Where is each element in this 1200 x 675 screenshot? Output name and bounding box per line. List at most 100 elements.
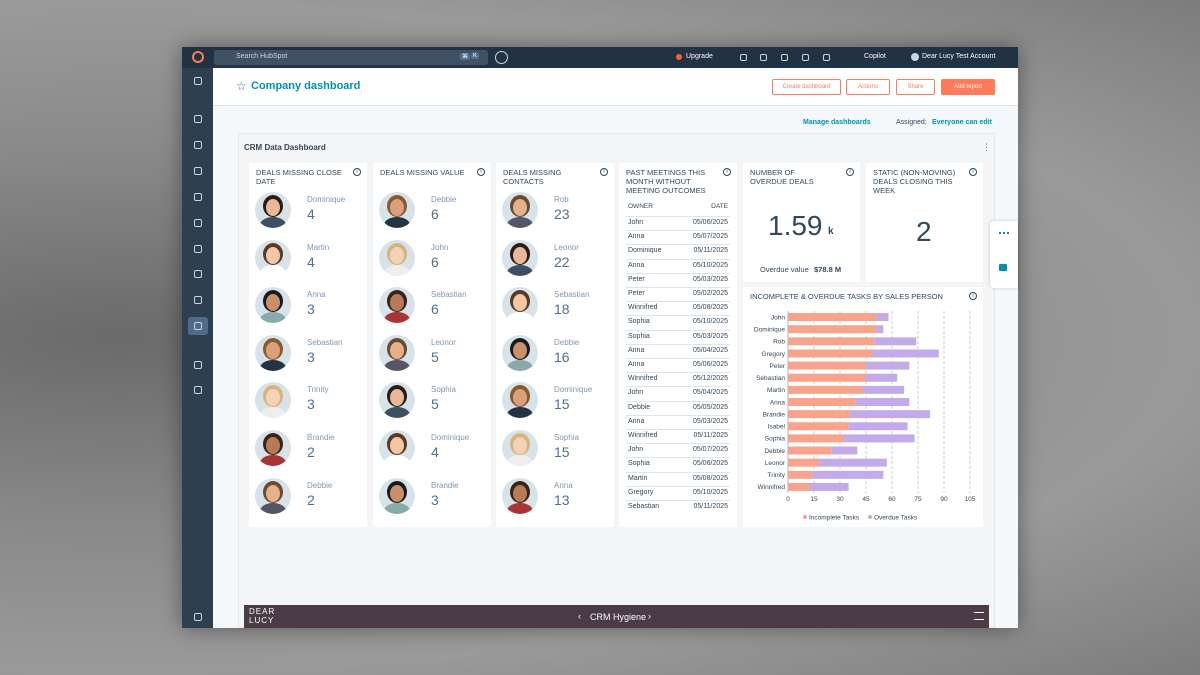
- header-button[interactable]: Actions: [846, 79, 890, 95]
- shortcut-key: ⌘: [460, 53, 470, 60]
- card-title: DEALS MISSING CONTACTS: [503, 168, 562, 186]
- sidebar-icon[interactable]: [194, 296, 202, 304]
- info-icon[interactable]: i: [969, 168, 977, 176]
- header-button[interactable]: Add report: [941, 79, 995, 95]
- panel-icon[interactable]: [999, 232, 1009, 236]
- owner-cell: Winnifred: [628, 432, 658, 439]
- bar-segment: [831, 446, 858, 455]
- card-title: STATIC (NON-MOVING) DEALS CLOSING THIS W…: [873, 168, 956, 195]
- person-name: Trinity: [307, 385, 329, 395]
- info-icon[interactable]: i: [969, 292, 977, 300]
- avatar-face: [513, 294, 527, 312]
- person-name: John: [431, 242, 449, 252]
- sidebar-icon[interactable]: [194, 322, 202, 330]
- header-button[interactable]: Create dashboard: [772, 79, 841, 95]
- sidebar-icon[interactable]: [194, 193, 202, 201]
- row-divider: [626, 301, 730, 303]
- avatar-body: [384, 502, 410, 514]
- avatar: [379, 287, 415, 324]
- upgrade[interactable]: Upgrade: [686, 53, 713, 60]
- owner-cell: Winnifred: [628, 304, 658, 312]
- y-tick-label: Gregory: [762, 351, 786, 358]
- header-button[interactable]: Share: [896, 79, 935, 95]
- avatar-body: [384, 312, 410, 324]
- info-icon[interactable]: i: [600, 168, 608, 176]
- bar-segment: [788, 434, 844, 443]
- person-count: 6: [431, 206, 439, 222]
- y-tick-label: Peter: [769, 363, 785, 370]
- account[interactable]: Dear Lucy Test Account: [922, 53, 996, 60]
- sidebar-icon[interactable]: [194, 77, 202, 85]
- sidebar-icon[interactable]: [194, 115, 202, 123]
- info-icon[interactable]: i: [846, 168, 854, 176]
- star-icon[interactable]: ☆: [236, 79, 247, 93]
- x-tick-label: 0: [786, 496, 790, 503]
- bar-segment: [866, 373, 898, 382]
- avatar-face: [390, 294, 404, 312]
- avatar-body: [384, 217, 410, 228]
- person-count: 2: [307, 444, 315, 460]
- manage-dashboards[interactable]: Manage dashboards: [803, 119, 871, 126]
- date-cell: 05/11/2025: [693, 432, 728, 439]
- next-page[interactable]: ›: [648, 611, 651, 621]
- y-tick-label: John: [771, 314, 785, 321]
- sidebar-icon[interactable]: [194, 141, 202, 149]
- person-name: Sophia: [554, 433, 579, 442]
- info-icon[interactable]: i: [477, 168, 485, 176]
- sidebar-icon[interactable]: [194, 219, 202, 227]
- column-header: DATE: [711, 203, 728, 210]
- legend-marker: [868, 515, 872, 519]
- person-count: 6: [431, 301, 439, 318]
- avatar: [379, 334, 415, 371]
- more-menu[interactable]: ⋮: [982, 142, 991, 152]
- owner-cell: Anna: [628, 417, 645, 425]
- add-button[interactable]: [495, 51, 508, 64]
- person-count: 3: [307, 348, 315, 365]
- bar-segment: [788, 482, 811, 491]
- topbar-icon[interactable]: [823, 54, 830, 61]
- row-divider: [626, 414, 730, 416]
- sidebar-icon[interactable]: [194, 386, 202, 394]
- copilot[interactable]: Copilot: [864, 53, 886, 60]
- sidebar-icon[interactable]: [194, 245, 202, 253]
- owner-cell: Sophia: [628, 332, 650, 340]
- avatar: [379, 430, 415, 466]
- avatar: [379, 239, 415, 276]
- y-tick-label: Winnifred: [758, 484, 786, 491]
- row-divider: [626, 329, 730, 331]
- avatar-face: [390, 199, 404, 216]
- avatar: [255, 287, 291, 324]
- bar-segment: [788, 410, 851, 419]
- sidebar-icon[interactable]: [194, 167, 202, 175]
- row-divider: [626, 315, 730, 317]
- avatar-face: [513, 484, 527, 502]
- avatar: [502, 382, 538, 419]
- person-count: 3: [431, 491, 439, 508]
- topbar-icon[interactable]: [781, 54, 788, 61]
- footer-page: CRM Hygiene: [590, 612, 647, 622]
- bar-segment: [819, 458, 887, 467]
- legend-label: Incomplete Tasks: [809, 514, 860, 521]
- footer-menu[interactable]: [974, 612, 984, 620]
- sidebar-icon[interactable]: [194, 361, 202, 369]
- prev-page[interactable]: ‹: [578, 611, 581, 621]
- panel-icon[interactable]: [999, 264, 1007, 271]
- info-icon[interactable]: i: [723, 168, 731, 176]
- dashboard-title[interactable]: Company dashboard: [251, 80, 361, 92]
- info-icon[interactable]: i: [353, 168, 361, 176]
- sidebar-icon[interactable]: [194, 613, 202, 621]
- topbar-icon[interactable]: [760, 54, 767, 61]
- kpi-sub-label: Overdue value: [760, 265, 809, 274]
- person-name: Anna: [554, 480, 573, 490]
- avatar-body: [507, 359, 533, 371]
- person-name: Leonor: [431, 337, 456, 347]
- avatar: [255, 477, 291, 514]
- assigned-value[interactable]: Everyone can edit: [932, 119, 992, 126]
- search-box[interactable]: Search HubSpot ⌘ K: [214, 50, 488, 65]
- avatar-face: [266, 341, 280, 359]
- topbar-icon[interactable]: [740, 54, 747, 61]
- topbar-icon[interactable]: [802, 54, 809, 61]
- person-count: 4: [431, 444, 439, 460]
- sidebar-icon[interactable]: [194, 270, 202, 278]
- owner-cell: Debbie: [628, 403, 651, 411]
